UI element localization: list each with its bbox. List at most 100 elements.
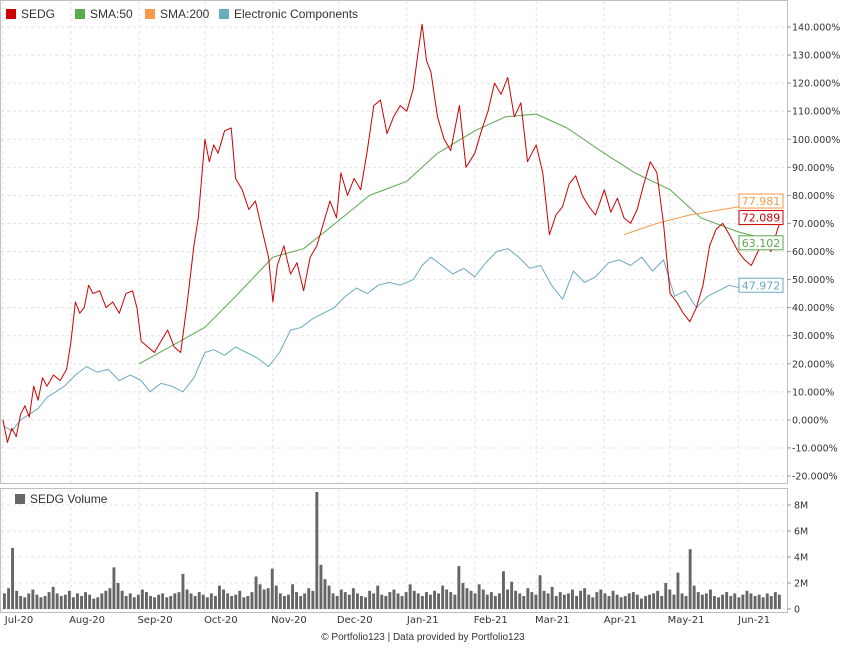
volume-bar: [733, 593, 737, 609]
y-tick-label: 0.000%: [792, 415, 828, 426]
volume-bar: [177, 592, 181, 609]
volume-bar: [19, 596, 23, 609]
volume-bar: [485, 594, 489, 609]
volume-bar: [457, 566, 461, 609]
volume-bar: [128, 593, 132, 609]
volume-bar: [67, 590, 71, 609]
volume-tick-label: 2M: [794, 579, 808, 590]
volume-bar: [43, 596, 47, 609]
volume-bar: [623, 596, 627, 609]
volume-tick-label: 8M: [794, 501, 808, 512]
volume-bar: [489, 592, 493, 609]
volume-bar: [664, 583, 668, 609]
volume-bar: [538, 575, 542, 609]
volume-bar: [347, 594, 351, 609]
volume-bar: [140, 589, 144, 609]
volume-bar: [372, 593, 376, 609]
volume-bar: [132, 597, 136, 609]
volume-bar: [51, 586, 55, 609]
volume-bar: [303, 593, 307, 609]
volume-bar: [145, 592, 148, 609]
x-tick-label: Jul-20: [4, 615, 33, 626]
volume-bar: [96, 597, 100, 609]
volume-bar: [777, 594, 781, 609]
volume-bar: [364, 597, 367, 609]
volume-bar: [469, 590, 473, 609]
volume-bar: [425, 592, 428, 609]
volume-bar: [445, 589, 449, 609]
volume-bar: [392, 589, 396, 609]
volume-bar: [173, 593, 177, 609]
volume-bar: [449, 592, 453, 609]
x-tick-label: May-21: [668, 615, 705, 626]
volume-bar: [31, 589, 35, 609]
volume-bar: [136, 594, 140, 609]
volume-bar: [745, 590, 749, 609]
end-value-label: 72.089: [742, 212, 781, 225]
volume-bar: [408, 584, 412, 609]
volume-bar: [571, 589, 574, 609]
volume-bar: [506, 589, 509, 609]
volume-bar: [108, 588, 112, 609]
volume-bar: [331, 593, 335, 609]
x-tick-label: Feb-21: [474, 615, 508, 626]
volume-bar: [368, 590, 372, 609]
volume-bar: [266, 588, 270, 609]
volume-bar: [246, 596, 250, 609]
volume-bar: [222, 589, 225, 609]
volume-bar: [218, 585, 221, 609]
y-tick-label: 10.000%: [792, 387, 834, 398]
y-tick-label: 60.000%: [792, 247, 834, 258]
volume-bar: [761, 597, 765, 609]
y-tick-label: 100.000%: [792, 135, 840, 146]
volume-bar: [149, 596, 152, 609]
volume-bar: [226, 593, 230, 609]
volume-bar: [493, 596, 497, 609]
volume-bar: [575, 596, 578, 609]
volume-bar: [315, 492, 319, 609]
legend: SEDG SMA:50 SMA:200 Electronic Component…: [6, 7, 358, 21]
volume-bar: [400, 596, 404, 609]
volume-bar: [416, 593, 420, 609]
volume-bar: [700, 594, 704, 609]
volume-bar: [311, 590, 315, 609]
volume-bar: [15, 590, 19, 609]
volume-bar: [384, 596, 388, 609]
volume-bar: [640, 598, 643, 609]
y-tick-label: 30.000%: [792, 331, 834, 342]
volume-bar: [193, 596, 197, 609]
volume-bar: [351, 588, 355, 609]
volume-bar: [558, 592, 562, 609]
volume-bar: [619, 597, 623, 609]
legend-label-sma200: SMA:200: [160, 7, 210, 21]
volume-bar: [461, 583, 465, 609]
volume-bar: [189, 593, 193, 609]
volume-bar: [27, 593, 31, 609]
volume-bar: [327, 585, 331, 609]
legend-swatch-electronic-components: [219, 9, 229, 19]
y-tick-label: 130.000%: [792, 51, 840, 62]
volume-bar: [441, 585, 445, 609]
volume-bar: [165, 597, 169, 609]
legend-swatch-sma50: [75, 9, 85, 19]
volume-bar: [526, 588, 530, 609]
volume-bar: [295, 592, 298, 609]
volume-bar: [323, 579, 327, 609]
volume-bar: [335, 596, 339, 609]
footer-credit: © Portfolio123 | Data provided by Portfo…: [321, 632, 525, 643]
volume-bar: [579, 590, 582, 609]
volume-bar: [534, 594, 538, 609]
legend-label-sedg: SEDG: [21, 7, 55, 21]
volume-bar: [607, 596, 611, 609]
volume-bar: [615, 594, 619, 609]
y-tick-label: 120.000%: [792, 79, 840, 90]
volume-bar: [749, 593, 753, 609]
volume-bar: [567, 593, 570, 609]
volume-bar: [214, 596, 217, 609]
y-tick-label: -20.000%: [792, 472, 838, 483]
volume-tick-label: 0: [794, 605, 800, 616]
volume-bar: [283, 596, 286, 609]
volume-bar: [23, 597, 27, 609]
volume-bar: [250, 592, 254, 609]
